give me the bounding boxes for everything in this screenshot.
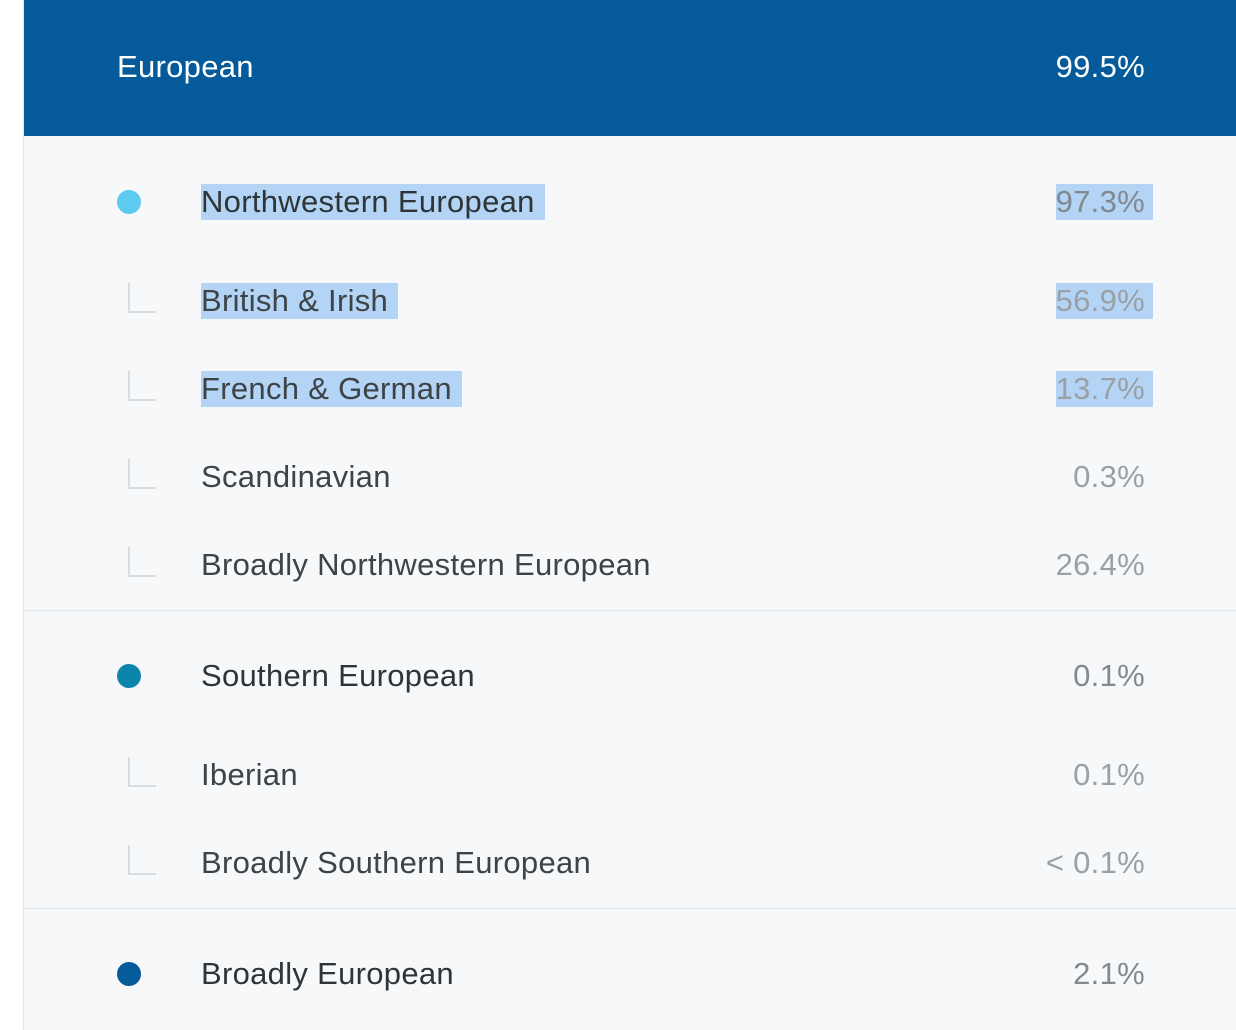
- population-label: Southern European: [201, 658, 475, 693]
- population-dot-icon: [117, 962, 141, 986]
- subpopulation-percent: 56.9%: [1055, 283, 1153, 319]
- subpopulation-percent: 26.4%: [1055, 547, 1145, 582]
- population-label: Broadly European: [201, 956, 454, 991]
- subpopulation-label: British & Irish: [201, 283, 399, 319]
- subpopulation-percent: 0.3%: [1073, 459, 1145, 494]
- tree-elbow-icon: [128, 757, 156, 787]
- subpopulation-percent: 0.1%: [1073, 757, 1145, 792]
- population-dot-icon: [117, 664, 141, 688]
- population-percent: 97.3%: [1055, 184, 1153, 220]
- subpopulation-row-scandinavian[interactable]: Scandinavian 0.3%: [24, 433, 1236, 521]
- subpopulation-label: French & German: [201, 371, 462, 407]
- subpopulation-label: Scandinavian: [201, 459, 391, 494]
- subpopulation-row-broadly-southern-european[interactable]: Broadly Southern European < 0.1%: [24, 819, 1236, 907]
- subpopulation-row-iberian[interactable]: Iberian 0.1%: [24, 731, 1236, 819]
- population-dot-icon: [117, 190, 141, 214]
- subpopulation-label: Iberian: [201, 757, 298, 792]
- tree-elbow-icon: [128, 371, 156, 401]
- subpopulation-row-british-irish[interactable]: British & Irish 56.9%: [24, 257, 1236, 345]
- population-percent: 0.1%: [1073, 658, 1145, 693]
- population-row-broadly-european[interactable]: Broadly European 2.1%: [24, 930, 1236, 1018]
- region-name: European: [117, 49, 254, 84]
- subpopulation-row-broadly-northwestern-european[interactable]: Broadly Northwestern European 26.4%: [24, 521, 1236, 609]
- subpopulation-label: Broadly Southern European: [201, 845, 592, 880]
- population-row-northwestern-european[interactable]: Northwestern European 97.3%: [24, 158, 1236, 246]
- subpopulation-percent: 13.7%: [1055, 371, 1153, 407]
- tree-elbow-icon: [128, 547, 156, 577]
- subpopulation-percent: < 0.1%: [1045, 845, 1145, 880]
- population-row-southern-european[interactable]: Southern European 0.1%: [24, 632, 1236, 720]
- tree-elbow-icon: [128, 459, 156, 489]
- subpopulation-row-french-german[interactable]: French & German 13.7%: [24, 345, 1236, 433]
- population-percent: 2.1%: [1073, 956, 1145, 991]
- subpopulation-label: Broadly Northwestern European: [201, 547, 651, 582]
- region-header[interactable]: European 99.5%: [24, 0, 1236, 136]
- tree-elbow-icon: [128, 845, 156, 875]
- group-divider: [24, 908, 1236, 909]
- group-divider: [24, 610, 1236, 611]
- tree-elbow-icon: [128, 283, 156, 313]
- region-percent: 99.5%: [1055, 49, 1145, 84]
- population-label: Northwestern European: [201, 184, 545, 220]
- ancestry-composition-panel: European 99.5% Northwestern European 97.…: [23, 0, 1236, 1030]
